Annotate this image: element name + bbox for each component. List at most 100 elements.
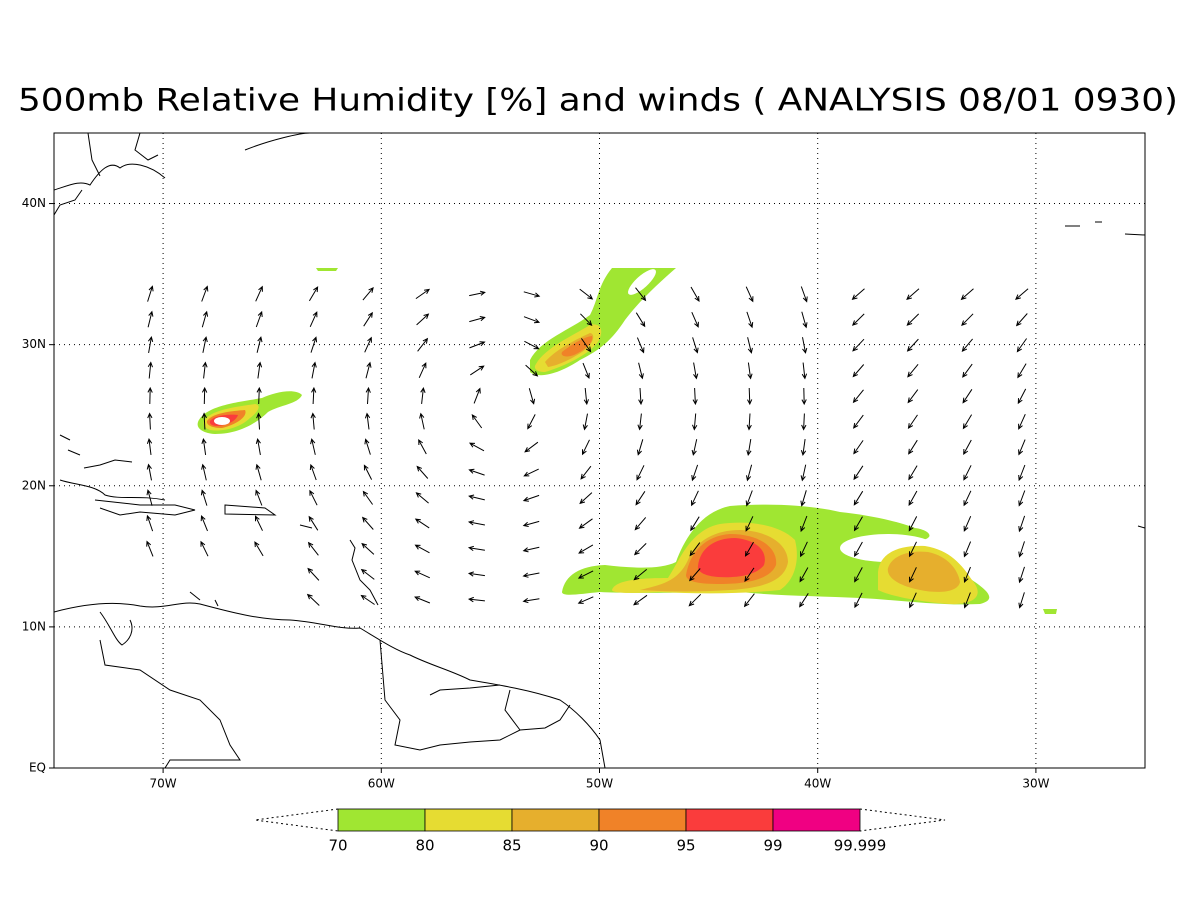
wind-arrow (200, 489, 208, 506)
wind-arrow (638, 362, 644, 380)
wind-arrow (419, 412, 425, 430)
wind-arrow (908, 516, 918, 532)
wind-arrow (310, 438, 316, 455)
wind-arrow (800, 490, 807, 507)
wind-arrow (254, 541, 264, 557)
wind-arrow (467, 545, 485, 552)
wind-arrow (909, 541, 917, 558)
lat-tick-label: 30N (22, 337, 46, 351)
wind-arrow (746, 439, 752, 457)
wind-arrow (691, 311, 699, 328)
wind-arrow (416, 313, 430, 326)
lon-tick-label: 50W (586, 777, 613, 791)
wind-arrow (582, 362, 590, 379)
wind-arrow (744, 541, 754, 557)
colorbar-swatch (511, 808, 600, 832)
wind-arrow (255, 285, 263, 302)
wind-arrow (799, 567, 809, 583)
wind-arrow (961, 338, 973, 352)
wind-arrow (364, 336, 372, 353)
wind-arrow (527, 414, 536, 430)
wind-arrow (635, 312, 646, 328)
wind-arrow (636, 439, 644, 456)
wind-arrow (307, 567, 320, 581)
wind-arrow (306, 593, 320, 606)
wind-arrow (962, 414, 973, 430)
wind-arrow (414, 570, 431, 579)
wind-arrow (853, 440, 864, 455)
wind-arrow (414, 596, 431, 604)
colorbar-label: 99 (763, 837, 782, 855)
wind-arrow (637, 413, 643, 431)
wind-arrow (147, 310, 154, 328)
wind-arrow (960, 288, 974, 301)
lat-tick-label: EQ (29, 761, 46, 775)
wind-arrow (202, 361, 208, 379)
wind-arrow (470, 365, 485, 376)
wind-arrow (202, 336, 208, 353)
wind-arrow (907, 363, 919, 378)
humidity-area (697, 538, 765, 578)
colorbar-label: 80 (415, 837, 434, 855)
wind-arrow (635, 491, 646, 506)
wind-arrow (525, 364, 539, 377)
wind-arrow (1015, 313, 1028, 327)
wind-arrow (256, 412, 262, 430)
lon-tick-label: 30W (1022, 777, 1049, 791)
wind-arrow (1018, 566, 1025, 584)
wind-arrow (201, 463, 207, 481)
wind-arrow (1016, 338, 1028, 353)
wind-arrow (1017, 388, 1027, 405)
wind-arrow (854, 567, 863, 583)
wind-arrow (745, 490, 753, 507)
wind-arrow (469, 316, 486, 323)
wind-arrow (579, 492, 593, 505)
wind-arrow (467, 571, 485, 577)
wind-arrow (523, 291, 541, 298)
wind-arrow (909, 592, 917, 609)
wind-arrow (962, 363, 973, 378)
colorbar: 70 80 85 90 95 99 99.999 (254, 808, 946, 855)
wind-arrow (414, 544, 430, 554)
wind-arrow (362, 490, 374, 505)
map-title: 500mb Relative Humidity [%] and winds ( … (18, 83, 1178, 119)
wind-arrow (467, 520, 485, 526)
wind-arrow (580, 465, 592, 480)
wind-arrow (633, 594, 648, 606)
wind-arrow (522, 572, 540, 578)
colorbar-swatch (598, 808, 687, 832)
wind-arrow (963, 490, 972, 507)
wind-arrow (201, 310, 209, 328)
wind-arrow (468, 468, 485, 476)
wind-arrow (689, 542, 701, 557)
wind-arrow (582, 413, 588, 431)
wind-arrow (852, 389, 864, 404)
lat-tick-label: 40N (22, 196, 46, 210)
wind-arrow (415, 288, 431, 300)
wind-arrow (309, 489, 318, 506)
wind-arrow (909, 567, 917, 583)
wind-arrow (147, 412, 153, 430)
wind-arrow (201, 437, 207, 455)
wind-arrow (469, 341, 486, 349)
wind-arrow (852, 414, 864, 429)
wind-arrow (255, 463, 262, 481)
wind-arrow (744, 567, 755, 583)
wind-arrow (471, 414, 483, 429)
wind-arrow (146, 514, 154, 532)
wind-arrow (146, 489, 153, 506)
wind-arrow (961, 313, 974, 327)
wind-arrow (635, 287, 647, 302)
wind-arrow (577, 570, 594, 579)
wind-arrow (963, 515, 972, 532)
wind-arrow (906, 288, 920, 301)
wind-arrow (147, 361, 153, 379)
colorbar-label: 95 (676, 837, 695, 855)
wind-arrow (579, 288, 594, 300)
wind-arrow (692, 337, 699, 354)
wind-arrow (963, 439, 972, 455)
wind-arrow (309, 463, 317, 481)
wind-arrow (307, 541, 319, 556)
wind-arrow (414, 518, 430, 529)
